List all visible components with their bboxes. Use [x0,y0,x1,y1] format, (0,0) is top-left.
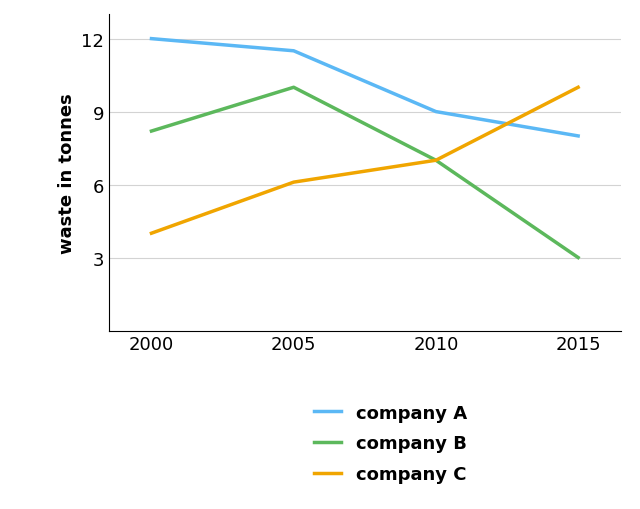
company A [148,37,156,43]
company C [148,231,156,237]
company C [574,85,582,91]
Y-axis label: waste in tonnes: waste in tonnes [58,93,76,253]
company B [574,255,582,261]
Line: company C: company C [152,88,578,234]
company A [290,49,298,55]
company B [290,85,298,91]
company B [432,158,440,164]
company A [432,109,440,116]
Line: company B: company B [152,88,578,258]
company B [148,129,156,135]
company A [574,133,582,139]
company C [290,180,298,186]
Line: company A: company A [152,40,578,136]
company C [432,158,440,164]
Legend: company A, company B, company C: company A, company B, company C [307,397,474,490]
